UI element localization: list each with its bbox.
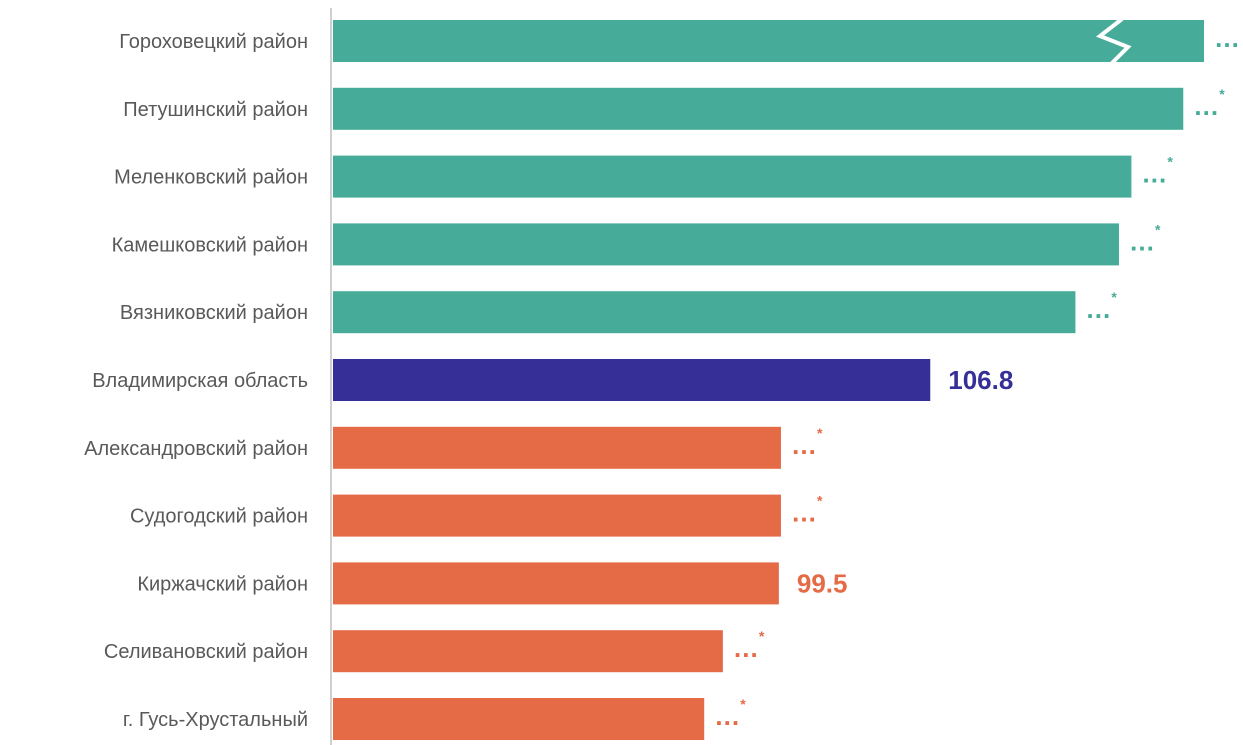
- category-label: Камешковский район: [112, 234, 308, 256]
- bar: [333, 494, 781, 537]
- data-label: …*: [733, 628, 765, 663]
- data-label: …*: [1141, 154, 1173, 189]
- bar: [333, 359, 931, 401]
- axis-break-marker: [1095, 17, 1132, 65]
- category-label: Вязниковский район: [120, 302, 308, 324]
- bar: [333, 223, 1119, 266]
- bar: [333, 155, 1132, 198]
- data-label: 106.8: [948, 365, 1013, 395]
- category-label: г. Гусь-Хрустальный: [123, 709, 308, 731]
- bar: [333, 87, 1184, 130]
- data-label: …: [1214, 23, 1240, 53]
- data-label: …*: [1085, 289, 1117, 324]
- category-label: Меленковский район: [114, 167, 308, 189]
- category-label: Киржачский район: [137, 573, 308, 595]
- category-label: Петушинский район: [123, 99, 308, 121]
- data-label: 99.5: [797, 568, 848, 598]
- data-label: …*: [1193, 86, 1225, 121]
- category-label: Судогодский район: [130, 506, 308, 528]
- bar: [333, 630, 723, 673]
- category-label: Селивановский район: [104, 641, 308, 663]
- data-label: …*: [791, 493, 823, 528]
- bar: [333, 20, 1204, 62]
- bar: [333, 562, 779, 605]
- bars-group: Гороховецкий район … Петушинский район …* Ме…: [84, 17, 1240, 740]
- data-label: …*: [714, 696, 746, 731]
- data-label: …*: [1129, 221, 1161, 256]
- bar: [333, 426, 781, 469]
- category-label: Владимирская область: [92, 370, 308, 392]
- category-label: Александровский район: [84, 438, 308, 460]
- category-label: Гороховецкий район: [119, 31, 308, 53]
- bar: [333, 291, 1076, 334]
- bar: [333, 698, 705, 740]
- data-label: …*: [791, 425, 823, 460]
